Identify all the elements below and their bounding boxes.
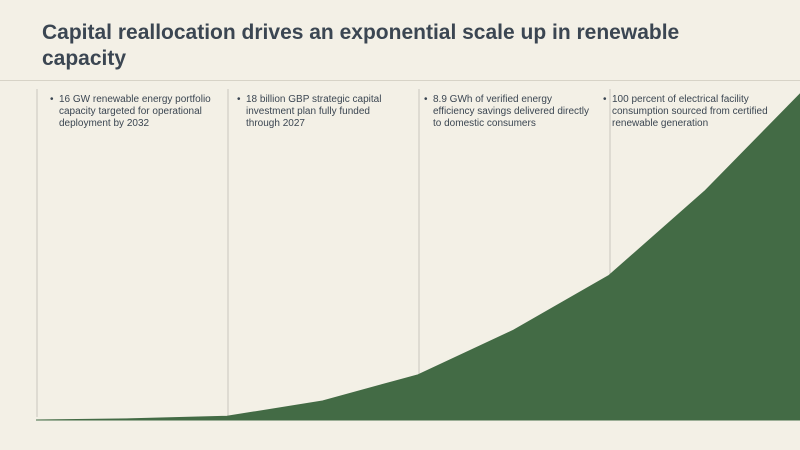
capacity-area <box>35 93 800 421</box>
note-text: 100 percent of electrical facility consu… <box>612 94 768 129</box>
note-4: • 100 percent of electrical facility con… <box>603 94 772 130</box>
note-text: 8.9 GWh of verified energy efficiency sa… <box>433 94 590 129</box>
bullet-icon: • <box>424 94 428 105</box>
note-1: • 16 GW renewable energy portfolio capac… <box>50 94 219 130</box>
note-3: • 8.9 GWh of verified energy efficiency … <box>424 94 593 130</box>
bullet-icon: • <box>50 94 54 105</box>
bullet-icon: • <box>237 94 241 105</box>
title-divider <box>0 80 800 81</box>
page-title: Capital reallocation drives an exponenti… <box>42 21 680 70</box>
note-text: 18 billion GBP strategic capital investm… <box>246 94 382 129</box>
note-text: 16 GW renewable energy portfolio capacit… <box>59 94 211 129</box>
bullet-icon: • <box>603 94 607 105</box>
note-2: • 18 billion GBP strategic capital inves… <box>237 94 406 130</box>
